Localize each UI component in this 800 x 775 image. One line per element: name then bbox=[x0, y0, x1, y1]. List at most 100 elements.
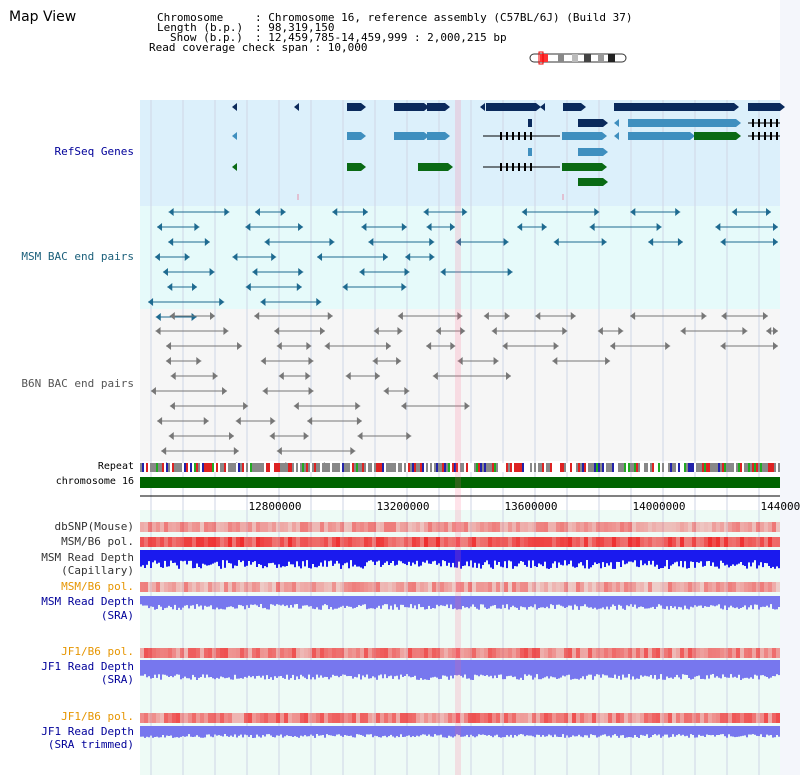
depth-bar bbox=[532, 550, 534, 561]
depth-bar bbox=[478, 660, 480, 677]
depth-bar bbox=[440, 596, 442, 606]
pol-cell bbox=[260, 648, 264, 658]
pol-cell bbox=[536, 713, 540, 723]
depth-bar bbox=[170, 726, 172, 736]
pol-cell bbox=[544, 713, 548, 723]
b6n-bac-pair-end bbox=[504, 312, 510, 320]
repeat-block bbox=[148, 463, 150, 472]
depth-bar bbox=[656, 660, 658, 680]
depth-bar bbox=[690, 660, 692, 680]
repeat-block bbox=[416, 463, 418, 472]
refseq-genes-label[interactable]: RefSeq Genes bbox=[54, 145, 134, 158]
depth-bar bbox=[418, 726, 420, 737]
depth-bar bbox=[470, 660, 472, 680]
depth-bar bbox=[322, 726, 324, 735]
depth-bar bbox=[354, 596, 356, 608]
pol-cell bbox=[228, 648, 232, 658]
repeat-block bbox=[590, 463, 592, 472]
pol-cell bbox=[536, 522, 540, 532]
depth-bar bbox=[634, 726, 636, 735]
depth-bar bbox=[506, 550, 508, 569]
depth-bar bbox=[354, 726, 356, 738]
depth-bar bbox=[326, 726, 328, 735]
depth-bar bbox=[244, 550, 246, 567]
depth-bar bbox=[142, 726, 144, 737]
pol-cell bbox=[168, 582, 172, 592]
depth-bar bbox=[380, 596, 382, 609]
depth-bar bbox=[688, 660, 690, 678]
pol-cell bbox=[480, 522, 484, 532]
repeat-block bbox=[388, 463, 390, 472]
depth-bar bbox=[554, 550, 556, 562]
msm-bac-pair-end bbox=[405, 253, 411, 261]
depth-bar bbox=[442, 660, 444, 676]
depth-bar bbox=[244, 660, 246, 677]
pol-cell bbox=[252, 582, 256, 592]
depth-bar bbox=[166, 726, 168, 736]
depth-bar bbox=[288, 660, 290, 680]
depth-bar bbox=[456, 596, 458, 610]
depth-bar bbox=[280, 726, 282, 735]
depth-bar bbox=[414, 660, 416, 676]
pol-cell bbox=[276, 537, 280, 547]
depth-bar bbox=[276, 726, 278, 736]
depth-bar bbox=[676, 726, 678, 736]
pol-cell bbox=[220, 582, 224, 592]
pol-cell bbox=[272, 582, 276, 592]
depth-bar bbox=[646, 596, 648, 609]
chromosome-ideogram[interactable] bbox=[528, 51, 632, 65]
b6n-bac-label[interactable]: B6N BAC end pairs bbox=[21, 377, 134, 390]
gene-arrow bbox=[536, 103, 541, 111]
gene-block bbox=[528, 148, 532, 156]
pol-cell bbox=[216, 522, 220, 532]
depth-bar bbox=[318, 596, 320, 610]
b6n-bac-pair-end bbox=[209, 312, 215, 320]
pol-cell bbox=[584, 522, 588, 532]
msm-bac-label[interactable]: MSM BAC end pairs bbox=[21, 250, 134, 263]
b6n-bac-pair-end bbox=[493, 357, 499, 365]
depth-bar bbox=[486, 596, 488, 609]
depth-bar bbox=[656, 550, 658, 565]
depth-bar bbox=[650, 660, 652, 675]
gene-block bbox=[614, 103, 734, 111]
pol-cell bbox=[376, 522, 380, 532]
depth-bar bbox=[618, 660, 620, 676]
pol-cell bbox=[412, 713, 416, 723]
msm-bac-pair-end bbox=[317, 253, 323, 261]
msm-bac-pair-end bbox=[440, 268, 446, 276]
depth-bar bbox=[390, 550, 392, 563]
repeat-block bbox=[644, 463, 646, 472]
pol-cell bbox=[180, 522, 184, 532]
pol-cell bbox=[352, 522, 356, 532]
pol-cell bbox=[504, 582, 508, 592]
pol-cell bbox=[560, 522, 564, 532]
depth-bar bbox=[180, 596, 182, 610]
depth-bar bbox=[706, 596, 708, 607]
depth-bar bbox=[762, 660, 764, 676]
depth-bar bbox=[298, 726, 300, 738]
depth-bar bbox=[502, 596, 504, 605]
depth-bar bbox=[394, 550, 396, 566]
depth-bar bbox=[606, 726, 608, 737]
depth-bar bbox=[656, 596, 658, 607]
depth-bar bbox=[750, 596, 752, 606]
pol-cell bbox=[648, 537, 652, 547]
pol-cell bbox=[296, 582, 300, 592]
depth-bar bbox=[182, 550, 184, 562]
depth-bar bbox=[558, 660, 560, 679]
msm-read-depth-cap-label: MSM Read Depth bbox=[41, 551, 134, 564]
repeat-block bbox=[220, 463, 222, 472]
b6n-bac-pair-end bbox=[308, 387, 314, 395]
repeat-block bbox=[444, 463, 446, 472]
pol-cell bbox=[616, 713, 620, 723]
pol-cell bbox=[532, 713, 536, 723]
pol-cell bbox=[308, 582, 312, 592]
repeat-block bbox=[668, 463, 670, 472]
pol-cell bbox=[604, 522, 608, 532]
depth-bar bbox=[630, 726, 632, 738]
b6n-bac-pair-end bbox=[396, 357, 402, 365]
depth-bar bbox=[532, 596, 534, 608]
pol-cell bbox=[440, 582, 444, 592]
depth-bar bbox=[712, 596, 714, 606]
